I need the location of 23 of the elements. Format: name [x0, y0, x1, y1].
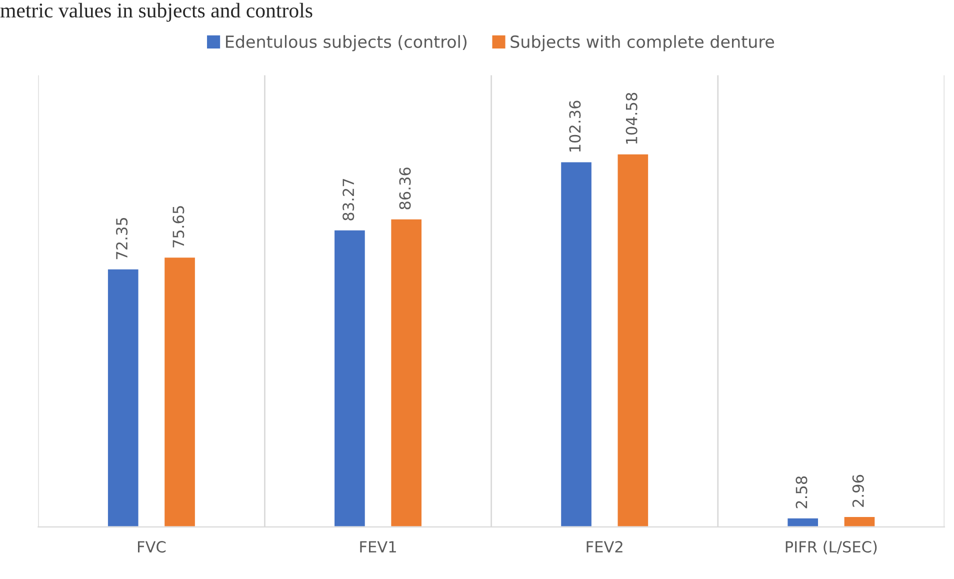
- legend-label: Subjects with complete denture: [510, 35, 774, 52]
- bar: [560, 160, 593, 527]
- data-label: 2.58: [796, 476, 808, 508]
- x-tick-label: FVC: [138, 541, 166, 553]
- x-tick-label: PIFR (L/SEC): [786, 540, 877, 554]
- data-label: 104.58: [626, 92, 638, 144]
- legend-label: Edentulous subjects (control): [226, 35, 466, 52]
- data-label: 83.27: [342, 178, 354, 220]
- bar: [616, 152, 650, 527]
- x-tick-label: FEV1: [360, 541, 396, 552]
- bar: [390, 218, 423, 527]
- bar: [786, 516, 820, 527]
- chart-title: metric values in subjects and controls: [0, 2, 312, 22]
- bar: [163, 256, 196, 527]
- x-tick-label: FEV2: [586, 541, 622, 552]
- data-label: 2.96: [852, 474, 864, 507]
- bar: [106, 268, 140, 527]
- bar: [842, 516, 876, 527]
- bar: [333, 229, 366, 527]
- data-label: 86.36: [399, 168, 411, 210]
- data-label: 75.65: [172, 206, 184, 248]
- data-label: 72.35: [116, 218, 128, 260]
- data-label: 102.36: [569, 100, 581, 152]
